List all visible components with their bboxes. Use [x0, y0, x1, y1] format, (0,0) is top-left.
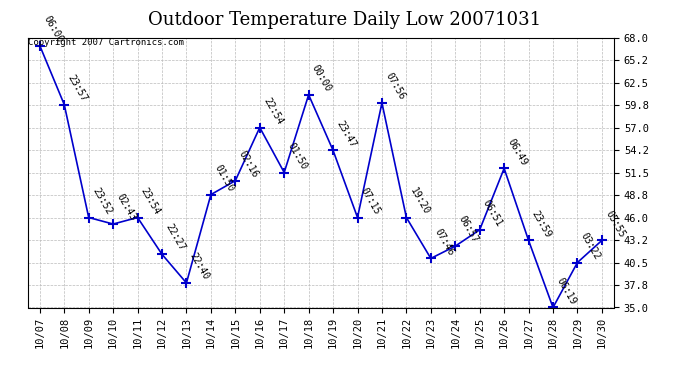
Text: 23:59: 23:59	[530, 209, 553, 239]
Text: Outdoor Temperature Daily Low 20071031: Outdoor Temperature Daily Low 20071031	[148, 11, 542, 29]
Text: 22:54: 22:54	[261, 96, 284, 126]
Text: 19:20: 19:20	[408, 186, 431, 216]
Text: 06:51: 06:51	[481, 198, 504, 228]
Text: 06:49: 06:49	[506, 136, 529, 167]
Text: 06:19: 06:19	[554, 276, 578, 306]
Text: 03:22: 03:22	[579, 231, 602, 261]
Text: 07:46: 07:46	[432, 226, 455, 257]
Text: 00:00: 00:00	[310, 63, 333, 93]
Text: 05:55: 05:55	[603, 209, 627, 239]
Text: Copyright 2007 Cartronics.com: Copyright 2007 Cartronics.com	[28, 38, 184, 46]
Text: 06:00: 06:00	[41, 14, 65, 44]
Text: 01:50: 01:50	[213, 163, 235, 193]
Text: 22:27: 22:27	[164, 222, 187, 253]
Text: 23:47: 23:47	[335, 118, 358, 149]
Text: 07:56: 07:56	[384, 71, 406, 102]
Text: 02:43: 02:43	[115, 192, 138, 223]
Text: 22:40: 22:40	[188, 251, 211, 282]
Text: 23:54: 23:54	[139, 186, 162, 216]
Text: 07:15: 07:15	[359, 186, 382, 216]
Text: 06:57: 06:57	[457, 214, 480, 245]
Text: 01:50: 01:50	[286, 141, 309, 171]
Text: 23:57: 23:57	[66, 73, 89, 103]
Text: 02:16: 02:16	[237, 149, 260, 179]
Text: 23:52: 23:52	[90, 186, 113, 216]
